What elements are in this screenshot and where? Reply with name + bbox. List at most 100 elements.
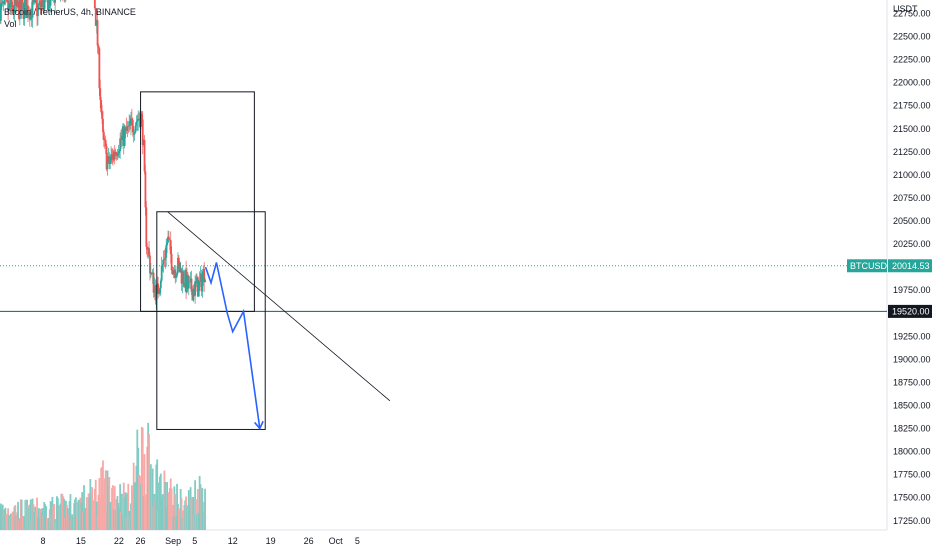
volume-bar-91 [81, 492, 84, 530]
volume-bar-155 [139, 475, 141, 530]
volume-bar-95 [84, 507, 87, 530]
candle-212 [190, 270, 193, 296]
candle-body-142 [127, 126, 130, 127]
candle-173 [155, 284, 158, 310]
candle-49 [43, 0, 46, 12]
candle-body-3 [1, 1, 4, 3]
candle-159 [142, 139, 145, 147]
candle-205 [184, 268, 187, 292]
candle-113 [101, 104, 103, 124]
candle-body-147 [131, 120, 134, 133]
volume-bar-206 [185, 496, 187, 530]
candle-body-226 [203, 268, 206, 283]
candle-body-136 [121, 126, 124, 136]
candle-120 [107, 147, 110, 164]
drawing-objects[interactable] [0, 91, 887, 431]
candle-154 [138, 112, 141, 120]
volume-bar-132 [118, 507, 121, 530]
candle-124 [111, 148, 113, 164]
volume-bar-35 [30, 520, 33, 530]
candle-body-154 [138, 118, 141, 120]
candle-body-135 [121, 135, 123, 141]
volume-bar-9 [7, 508, 10, 530]
candle-162 [145, 201, 148, 255]
candle-body-121 [108, 156, 111, 164]
candle-123 [110, 146, 113, 164]
symbol-legend[interactable]: Bitcoin / TetherUS, 4h, BINANCE [4, 7, 136, 17]
candle-127 [113, 145, 116, 165]
price-axis[interactable]: 22750.00 22500.00 22250.00 22000.00 21750.00… [893, 8, 931, 525]
volume-bar-105 [93, 488, 96, 530]
volume-bar-124 [111, 487, 113, 530]
volume-bar-176 [158, 482, 160, 530]
volume-bar-76 [67, 513, 70, 530]
candle-body-49 [43, 0, 46, 12]
candle-53 [46, 0, 49, 12]
candle-221 [198, 271, 201, 291]
time-axis[interactable]: 8 15 22 26 Sep 5 12 19 26 Oct 5 [40, 536, 359, 546]
volume-bar-38 [33, 512, 36, 530]
candle-body-137 [122, 126, 125, 146]
volume-bar-201 [180, 498, 183, 530]
candle-body-152 [136, 120, 139, 122]
volume-bar-158 [141, 427, 144, 530]
candle-34 [29, 8, 32, 21]
candle-188 [168, 239, 171, 250]
candle-172 [154, 279, 157, 305]
candle-body-106 [94, 8, 97, 26]
candle-136 [121, 123, 124, 146]
volume-bar-183 [164, 481, 167, 530]
volume-bar-180 [161, 494, 164, 530]
volume-bar-205 [184, 500, 187, 530]
volume-bar-79 [70, 519, 73, 530]
volume-bar-29 [25, 499, 28, 530]
volume-bar-116 [103, 478, 106, 530]
candle-body-133 [119, 138, 122, 152]
volume-bar-227 [204, 488, 206, 530]
candle-body-181 [162, 259, 165, 265]
volume-bar-225 [202, 512, 205, 530]
volume-bar-82 [73, 503, 75, 530]
volume-bar-92 [82, 512, 85, 530]
volume-bar-75 [66, 508, 69, 530]
candle-179 [160, 256, 163, 283]
candle-21 [18, 0, 20, 21]
candle-171 [153, 277, 156, 298]
candle-body-141 [126, 126, 129, 131]
volume-bar-57 [50, 515, 53, 530]
candle-body-148 [132, 132, 135, 135]
candle-132 [118, 149, 121, 158]
volume-bar-26 [22, 516, 25, 530]
volume-bar-88 [78, 517, 81, 530]
candle-204 [183, 283, 186, 289]
candle-body-145 [130, 118, 132, 126]
time-tick-8: 26 [304, 536, 314, 546]
volume-bar-214 [192, 496, 195, 530]
volume-bar-8 [6, 514, 9, 530]
candle-36 [31, 0, 34, 28]
candle-body-221 [198, 281, 201, 283]
volume-bar-211 [189, 487, 192, 530]
candle-body-159 [142, 139, 145, 145]
candle-body-207 [186, 274, 188, 293]
candle-128 [114, 148, 117, 160]
time-tick-9: Oct [329, 536, 344, 546]
candle-16 [13, 0, 16, 22]
volume-bar-204 [183, 504, 186, 530]
time-tick-10: 5 [355, 536, 360, 546]
candle-41 [36, 0, 38, 27]
candle-body-153 [137, 118, 140, 121]
volume-legend[interactable]: Vol [4, 19, 17, 29]
volume-bar-202 [181, 518, 184, 530]
candle-body-33 [28, 14, 31, 20]
candle-body-120 [107, 156, 110, 162]
volume-bar-58 [51, 496, 54, 530]
candle-18 [15, 0, 18, 13]
volume-bar-48 [42, 515, 45, 530]
candle-body-199 [178, 263, 181, 273]
candle-6 [5, 0, 6, 6]
candle-111 [99, 79, 102, 109]
volume-bar-156 [140, 484, 142, 530]
candle-body-55 [48, 0, 51, 6]
